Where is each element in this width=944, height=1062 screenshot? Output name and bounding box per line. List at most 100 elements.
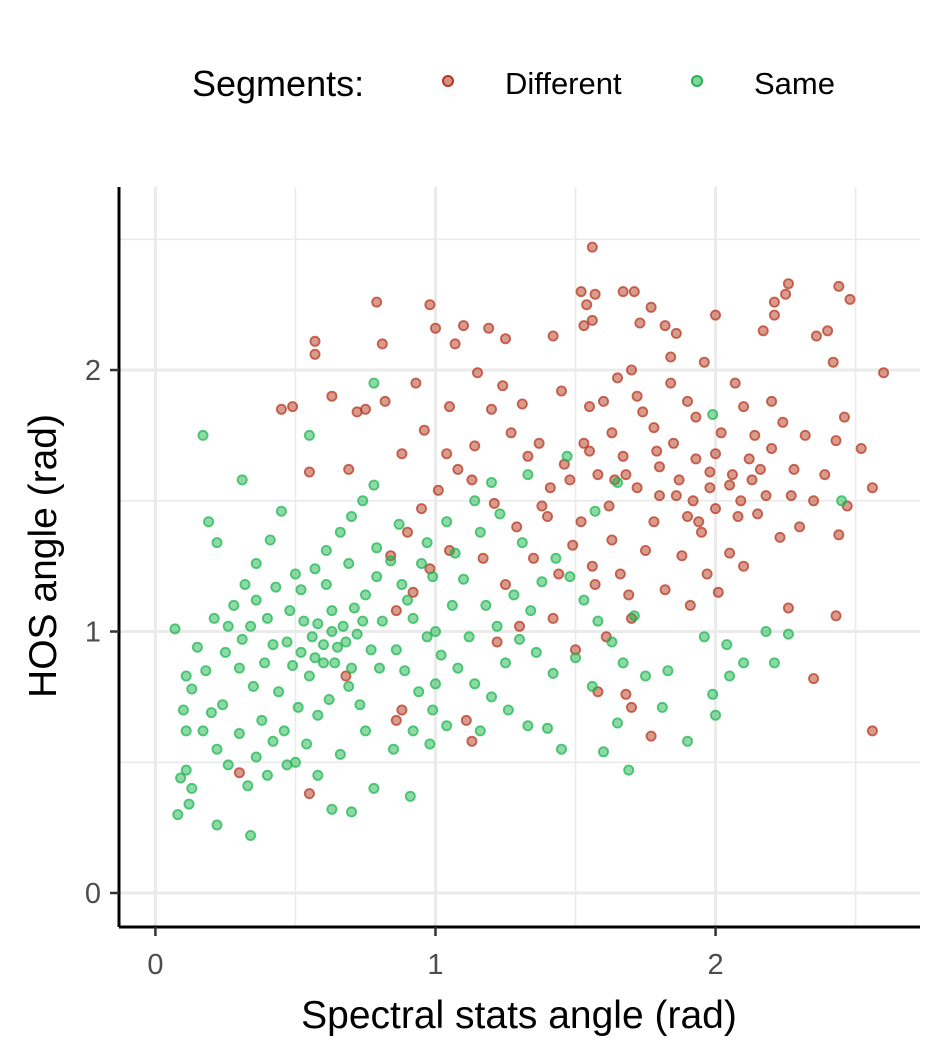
point-same xyxy=(345,662,357,674)
legend-title: Segments: xyxy=(192,63,364,104)
point-same xyxy=(424,738,436,750)
point-same xyxy=(836,495,848,507)
x-tick-label: 0 xyxy=(147,949,163,981)
point-different xyxy=(303,788,315,800)
point-different xyxy=(726,469,738,481)
point-different xyxy=(578,320,590,332)
point-different xyxy=(491,636,503,648)
point-same xyxy=(197,429,209,441)
point-same xyxy=(628,610,640,622)
point-same xyxy=(516,537,528,549)
point-same xyxy=(292,701,304,713)
point-different xyxy=(556,385,568,397)
point-different xyxy=(390,605,402,617)
point-same xyxy=(457,573,469,585)
point-different xyxy=(724,479,736,491)
point-different xyxy=(483,322,495,334)
point-different xyxy=(586,560,598,572)
point-same xyxy=(261,612,273,624)
point-different xyxy=(309,335,321,347)
point-same xyxy=(598,746,610,758)
point-same xyxy=(359,589,371,601)
point-same xyxy=(312,618,324,630)
point-different xyxy=(754,463,766,475)
point-same xyxy=(429,678,441,690)
point-same xyxy=(298,615,310,627)
point-different xyxy=(567,539,579,551)
point-same xyxy=(542,722,554,734)
point-different xyxy=(614,568,626,580)
point-same xyxy=(245,620,257,632)
y-tick-label: 0 xyxy=(85,878,101,910)
point-same xyxy=(427,571,439,583)
point-different xyxy=(640,545,652,557)
point-same xyxy=(191,641,203,653)
point-different xyxy=(452,463,464,475)
point-same xyxy=(556,743,568,755)
point-different xyxy=(682,395,694,407)
point-different xyxy=(586,241,598,253)
axis-ticks: 0 1 2 0 1 2 xyxy=(85,355,724,981)
point-same xyxy=(485,476,497,488)
point-same xyxy=(259,657,271,669)
point-same xyxy=(359,725,371,737)
point-same xyxy=(329,657,341,669)
point-different xyxy=(684,599,696,611)
point-different xyxy=(309,348,321,360)
point-same xyxy=(317,639,329,651)
point-different xyxy=(477,552,489,564)
point-different xyxy=(547,612,559,624)
point-different xyxy=(788,463,800,475)
point-different xyxy=(528,552,540,564)
point-same xyxy=(768,657,780,669)
point-same xyxy=(343,680,355,692)
point-same xyxy=(710,709,722,721)
point-same xyxy=(449,547,461,559)
point-same xyxy=(612,717,624,729)
point-same xyxy=(407,725,419,737)
point-different xyxy=(584,445,596,457)
point-different xyxy=(676,550,688,562)
point-different xyxy=(768,296,780,308)
point-different xyxy=(665,377,677,389)
point-same xyxy=(345,510,357,522)
point-same xyxy=(578,594,590,606)
point-same xyxy=(617,657,629,669)
point-different xyxy=(866,482,878,494)
point-same xyxy=(222,620,234,632)
point-different xyxy=(749,429,761,441)
point-different xyxy=(710,448,722,460)
point-different xyxy=(687,495,699,507)
point-same xyxy=(429,626,441,638)
point-different xyxy=(586,314,598,326)
point-different xyxy=(287,401,299,413)
point-different xyxy=(659,320,671,332)
point-different xyxy=(401,526,413,538)
point-different xyxy=(637,406,649,418)
point-different xyxy=(441,448,453,460)
point-different xyxy=(645,301,657,313)
point-same xyxy=(180,670,192,682)
point-same xyxy=(606,636,618,648)
point-different xyxy=(606,534,618,546)
point-different xyxy=(780,288,792,300)
point-same xyxy=(480,599,492,611)
point-different xyxy=(710,309,722,321)
point-different xyxy=(598,395,610,407)
point-same xyxy=(236,633,248,645)
point-same xyxy=(317,657,329,669)
point-same xyxy=(348,602,360,614)
point-different xyxy=(833,529,845,541)
point-same xyxy=(474,526,486,538)
point-same xyxy=(326,605,338,617)
point-same xyxy=(376,615,388,627)
point-same xyxy=(169,623,181,635)
plot-panel: 0 1 2 0 1 2 xyxy=(85,187,920,981)
point-same xyxy=(222,759,234,771)
point-same xyxy=(393,518,405,530)
point-different xyxy=(485,403,497,415)
point-same xyxy=(219,646,231,658)
point-same xyxy=(413,686,425,698)
point-same xyxy=(233,728,245,740)
point-different xyxy=(712,586,724,598)
